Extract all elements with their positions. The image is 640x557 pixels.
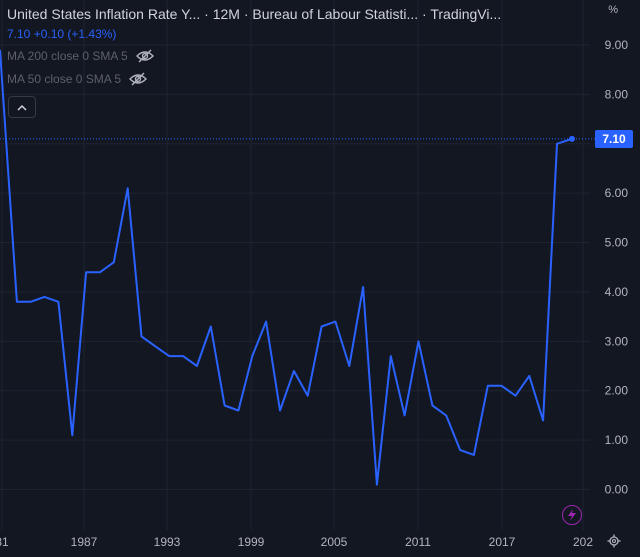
last-quote: 7.10 +0.10 (+1.43%)	[7, 27, 116, 41]
indicator-ma50[interactable]: MA 50 close 0 SMA 5	[7, 72, 148, 86]
eye-slash-icon[interactable]	[135, 49, 154, 63]
eye-slash-icon[interactable]	[129, 72, 148, 86]
x-tick-label: 2017	[489, 535, 516, 549]
x-tick-label: 2005	[321, 535, 348, 549]
last-value-badge: 7.10	[595, 130, 633, 148]
y-tick-label: 4.00	[605, 285, 629, 299]
x-tick-label: 202	[573, 535, 593, 549]
x-tick-label: 81	[0, 535, 9, 549]
change-value: +0.10 (+1.43%)	[33, 27, 117, 41]
y-tick-label: 0.00	[605, 483, 629, 497]
indicator-label: MA 50 close 0 SMA 5	[7, 72, 122, 86]
indicator-label: MA 200 close 0 SMA 5	[7, 49, 128, 63]
last-point-marker	[569, 135, 575, 142]
y-tick-label: 5.00	[605, 236, 629, 250]
time-scale[interactable]: 81 1987 1993 1999 2005 2011 2017 202	[0, 535, 593, 549]
chart-title[interactable]: United States Inflation Rate Y... · 12M …	[7, 6, 502, 22]
y-tick-label: 9.00	[605, 38, 629, 52]
x-tick-label: 1987	[71, 535, 98, 549]
x-tick-label: 2011	[405, 535, 431, 549]
indicator-ma200[interactable]: MA 200 close 0 SMA 5	[7, 49, 154, 63]
gear-icon[interactable]	[607, 534, 621, 548]
chevron-up-icon	[17, 104, 27, 111]
x-tick-label: 1999	[238, 535, 265, 549]
price-scale[interactable]: 9.008.007.006.005.004.003.002.001.000.00	[605, 38, 629, 497]
series-points	[569, 135, 575, 142]
lightning-icon	[568, 509, 576, 521]
y-tick-label: 8.00	[605, 87, 629, 101]
y-tick-label: 6.00	[605, 186, 629, 200]
y-tick-label: 1.00	[605, 433, 629, 447]
last-value: 7.10	[7, 27, 31, 41]
y-tick-label: 2.00	[605, 384, 629, 398]
scale-unit-label: %	[608, 4, 618, 16]
lightning-button[interactable]	[562, 505, 582, 525]
x-tick-label: 1993	[154, 535, 181, 549]
y-tick-label: 3.00	[605, 334, 629, 348]
inflation-series-line	[0, 49, 573, 486]
collapse-legend-button[interactable]	[8, 96, 36, 118]
